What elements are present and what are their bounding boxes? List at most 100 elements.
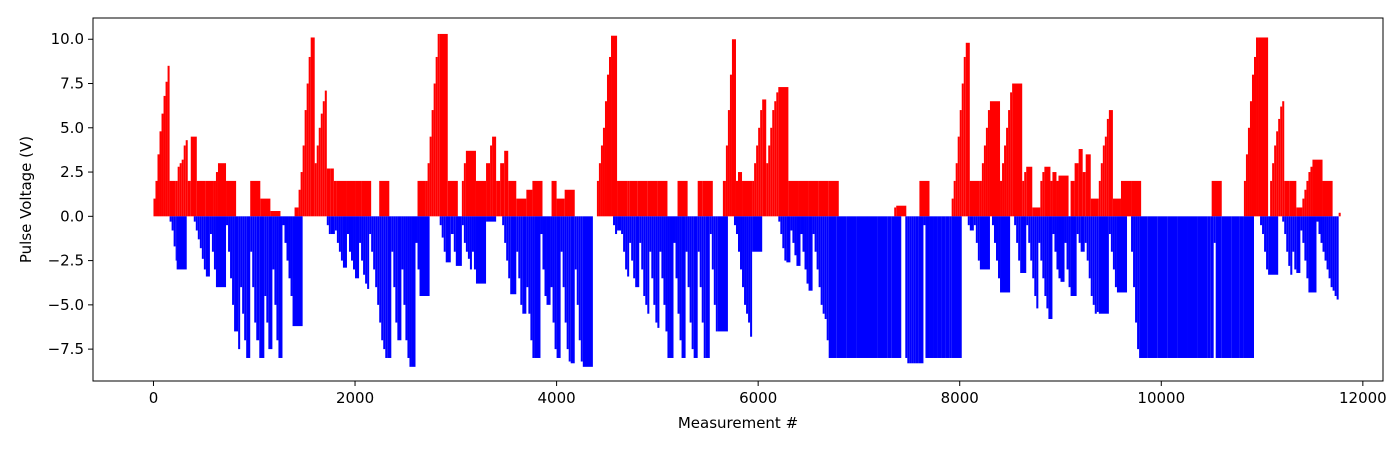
positive-pulse-bar-92 bbox=[722, 180, 726, 217]
positive-pulse-bar-51 bbox=[429, 136, 432, 217]
positive-pulse-bar-160 bbox=[1098, 180, 1101, 217]
positive-pulse-bar-146 bbox=[1032, 207, 1041, 217]
negative-pulse-bar-265 bbox=[1054, 216, 1057, 252]
negative-pulse-bar-214 bbox=[836, 216, 847, 358]
positive-pulse-bar-62 bbox=[486, 163, 491, 217]
negative-pulse-bar-220 bbox=[891, 216, 902, 358]
positive-pulse-bar-42 bbox=[333, 180, 337, 217]
positive-pulse-bar-114 bbox=[798, 180, 809, 217]
negative-pulse-bar-43 bbox=[292, 216, 303, 327]
negative-pulse-bar-172 bbox=[699, 216, 702, 288]
negative-pulse-bar-280 bbox=[1092, 216, 1095, 305]
negative-pulse-bar-316 bbox=[1288, 216, 1291, 266]
positive-pulse-bar-52 bbox=[431, 110, 434, 217]
negative-pulse-bar-108 bbox=[520, 216, 523, 305]
positive-pulse-bar-7 bbox=[167, 65, 170, 217]
negative-pulse-bar-181 bbox=[733, 216, 736, 226]
negative-pulse-bar-23 bbox=[242, 216, 245, 314]
negative-pulse-bar-45 bbox=[328, 216, 331, 235]
positive-pulse-bar-118 bbox=[894, 207, 897, 217]
positive-pulse-bar-69 bbox=[516, 198, 527, 217]
negative-pulse-bar-141 bbox=[629, 216, 632, 243]
negative-pulse-bar-205 bbox=[812, 216, 815, 235]
positive-pulse-bar-81 bbox=[609, 56, 612, 217]
negative-pulse-bar-235 bbox=[949, 216, 952, 358]
positive-pulse-bar-56 bbox=[439, 33, 448, 217]
positive-pulse-bar-133 bbox=[985, 127, 988, 217]
negative-pulse-bar-173 bbox=[701, 216, 704, 323]
positive-pulse-bar-9 bbox=[175, 180, 178, 217]
positive-pulse-bar-55 bbox=[437, 33, 440, 217]
negative-pulse-bar-238 bbox=[969, 216, 974, 231]
negative-pulse-bar-203 bbox=[806, 216, 809, 284]
negative-pulse-bar-75 bbox=[397, 216, 402, 341]
positive-pulse-bar-179 bbox=[1272, 163, 1275, 217]
positive-pulse-bar-80 bbox=[606, 74, 609, 217]
negative-pulse-bar-257 bbox=[1036, 216, 1039, 309]
negative-pulse-bar-288 bbox=[1116, 216, 1128, 293]
negative-pulse-bar-230 bbox=[929, 216, 934, 358]
negative-pulse-bar-213 bbox=[828, 216, 837, 358]
positive-pulse-bar-82 bbox=[611, 35, 618, 217]
negative-pulse-bar-333 bbox=[1330, 216, 1333, 288]
negative-pulse-bar-37 bbox=[278, 216, 283, 358]
positive-pulse-bar-60 bbox=[465, 150, 476, 217]
negative-pulse-bar-6 bbox=[195, 216, 198, 231]
negative-pulse-bar-32 bbox=[266, 216, 269, 323]
positive-pulse-bar-171 bbox=[1245, 154, 1248, 217]
negative-pulse-bar-187 bbox=[746, 216, 749, 314]
positive-pulse-bar-48 bbox=[417, 180, 426, 217]
negative-pulse-bar-96 bbox=[469, 216, 472, 270]
negative-pulse-bar-146 bbox=[641, 216, 644, 270]
positive-pulse-bar-28 bbox=[300, 172, 303, 217]
negative-pulse-bar-207 bbox=[816, 216, 819, 270]
negative-pulse-bar-142 bbox=[631, 216, 634, 261]
negative-pulse-bar-20 bbox=[234, 216, 239, 332]
negative-pulse-bar-40 bbox=[286, 216, 289, 261]
negative-pulse-bar-98 bbox=[473, 216, 476, 270]
positive-pulse-bar-195 bbox=[1338, 212, 1341, 217]
negative-pulse-bar-204 bbox=[808, 216, 813, 291]
negative-pulse-bar-84 bbox=[419, 216, 430, 296]
positive-pulse-bar-109 bbox=[772, 110, 775, 217]
positive-pulse-bar-76 bbox=[598, 163, 601, 217]
negative-pulse-bar-319 bbox=[1294, 216, 1297, 270]
negative-pulse-bar-209 bbox=[820, 216, 823, 305]
positive-pulse-bar-190 bbox=[1306, 180, 1309, 217]
negative-pulse-bar-176 bbox=[709, 216, 712, 235]
positive-pulse-bar-66 bbox=[500, 163, 505, 217]
negative-pulse-bar-297 bbox=[1177, 216, 1188, 358]
positive-pulse-bar-177 bbox=[1258, 37, 1269, 217]
negative-pulse-bar-145 bbox=[639, 216, 642, 243]
negative-pulse-bar-273 bbox=[1076, 216, 1079, 235]
negative-pulse-bar-192 bbox=[780, 216, 783, 235]
negative-pulse-bar-256 bbox=[1034, 216, 1037, 296]
negative-pulse-bar-4 bbox=[176, 216, 187, 270]
y-axis-label: Pulse Voltage (V) bbox=[17, 136, 35, 263]
negative-pulse-bar-190 bbox=[752, 216, 763, 252]
negative-pulse-bar-285 bbox=[1110, 216, 1113, 252]
negative-pulse-bar-61 bbox=[367, 216, 370, 289]
positive-pulse-bar-33 bbox=[310, 37, 315, 217]
negative-pulse-bar-99 bbox=[475, 216, 487, 284]
negative-pulse-bar-233 bbox=[941, 216, 946, 358]
negative-pulse-bar-170 bbox=[693, 216, 698, 358]
negative-pulse-bar-60 bbox=[365, 216, 368, 284]
negative-pulse-bar-36 bbox=[276, 216, 279, 341]
negative-pulse-bar-221 bbox=[905, 216, 908, 358]
negative-pulse-bar-34 bbox=[272, 216, 275, 270]
negative-pulse-bar-0 bbox=[169, 216, 172, 222]
positive-pulse-bar-156 bbox=[1078, 149, 1083, 217]
negative-pulse-bar-219 bbox=[887, 216, 892, 358]
negative-pulse-bar-137 bbox=[621, 216, 624, 235]
negative-pulse-bar-320 bbox=[1296, 216, 1301, 273]
negative-pulse-bar-237 bbox=[967, 216, 970, 226]
positive-pulse-bar-85 bbox=[629, 180, 638, 217]
positive-pulse-bar-1 bbox=[155, 180, 158, 217]
negative-pulse-bar-186 bbox=[744, 216, 747, 305]
negative-pulse-bar-65 bbox=[375, 216, 378, 288]
positive-pulse-bar-116 bbox=[818, 180, 829, 217]
positive-pulse-bar-6 bbox=[165, 81, 168, 217]
positive-pulse-bar-165 bbox=[1108, 110, 1113, 217]
positive-pulse-bar-67 bbox=[504, 150, 509, 217]
